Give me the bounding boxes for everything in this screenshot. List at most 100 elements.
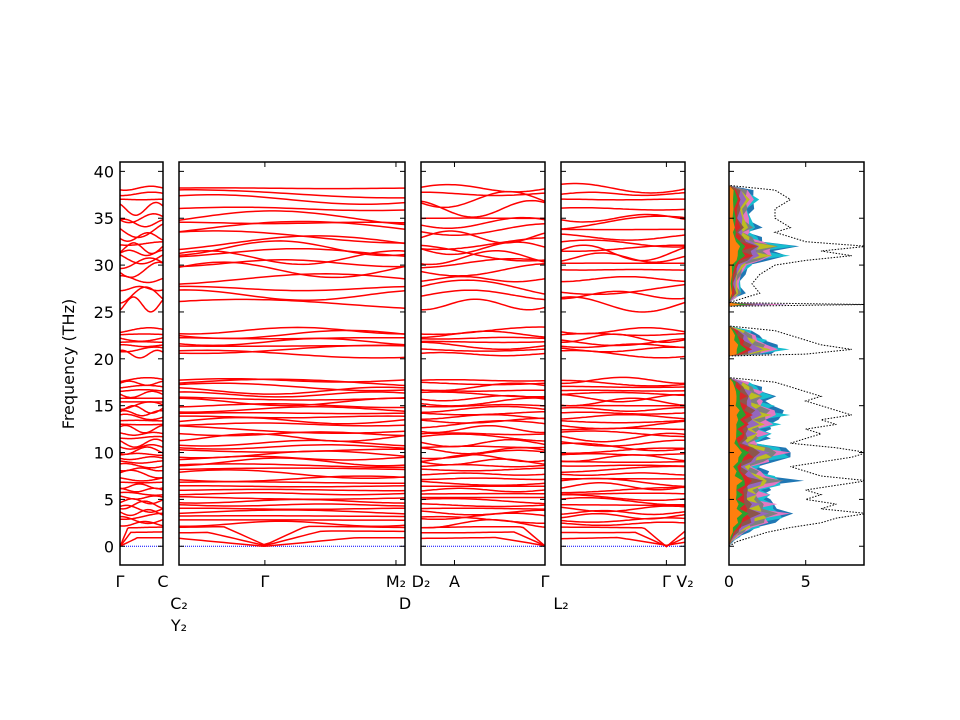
band-line	[421, 381, 545, 386]
band-line	[421, 183, 545, 193]
band-panel-2: D₂ A Γ	[412, 161, 550, 591]
band-line	[179, 326, 405, 335]
band-line	[561, 326, 685, 335]
band-line	[179, 469, 405, 480]
band-line	[120, 404, 163, 414]
band-line	[561, 419, 685, 424]
band-line	[561, 505, 685, 513]
x-tick-label-A: A	[449, 572, 460, 591]
band-line	[421, 509, 545, 516]
band-line	[179, 210, 405, 226]
band-line	[179, 536, 405, 547]
dos-curves	[729, 184, 864, 547]
band-line	[421, 438, 545, 448]
band-line	[120, 460, 163, 464]
band-line	[561, 283, 685, 296]
band-line	[120, 498, 163, 505]
y-tick-label: 20	[94, 350, 114, 369]
band-line	[179, 416, 405, 425]
band-line	[561, 389, 685, 392]
band-line	[561, 512, 685, 520]
band-line	[561, 442, 685, 452]
band-line	[421, 244, 545, 262]
band-line	[179, 439, 405, 447]
band-line	[179, 422, 405, 427]
y-tick-label: 35	[94, 209, 114, 228]
band-line	[179, 509, 405, 515]
band-line	[561, 493, 685, 502]
band-line	[561, 454, 685, 463]
band-line	[179, 221, 405, 225]
band-line	[179, 448, 405, 453]
band-line	[421, 199, 545, 218]
band-line	[561, 460, 685, 464]
band-line	[120, 241, 163, 246]
band-line	[561, 439, 685, 447]
band-line	[561, 346, 685, 353]
band-line	[179, 467, 405, 471]
x-tick-label-Γ: Γ	[541, 572, 550, 591]
band-line	[421, 467, 545, 472]
x-tick-label-Γ: Γ	[116, 572, 125, 591]
band-line	[120, 531, 163, 547]
band-lines	[120, 185, 163, 547]
band-line	[561, 472, 685, 477]
band-line	[179, 498, 405, 504]
band-line	[120, 254, 163, 265]
band-line	[421, 397, 545, 407]
band-line	[120, 526, 163, 547]
band-line	[421, 241, 545, 256]
band-line	[561, 482, 685, 491]
band-line	[120, 337, 163, 342]
band-line	[120, 346, 163, 353]
band-line	[179, 396, 405, 401]
band-line	[561, 465, 685, 474]
x-tick-label-Γ: Γ	[260, 572, 269, 591]
band-line	[421, 191, 545, 197]
band-line	[179, 444, 405, 450]
band-line	[561, 391, 685, 397]
band-line	[120, 218, 163, 228]
band-line	[179, 492, 405, 496]
band-line	[179, 289, 405, 301]
band-line	[120, 296, 163, 313]
band-line	[120, 431, 163, 436]
band-line	[561, 432, 685, 443]
band-line	[120, 456, 163, 461]
band-line	[421, 223, 545, 236]
band-line	[421, 424, 545, 434]
band-line	[179, 377, 405, 383]
band-line	[179, 425, 405, 434]
band-line	[179, 230, 405, 244]
band-line	[421, 472, 545, 476]
band-line	[179, 259, 405, 268]
band-line	[561, 411, 685, 415]
band-line	[421, 341, 545, 350]
band-line	[421, 420, 545, 429]
band-line	[421, 340, 545, 344]
band-line	[120, 191, 163, 197]
band-line	[561, 206, 685, 211]
band-line	[421, 503, 545, 508]
band-line	[120, 481, 163, 484]
band-line	[561, 430, 685, 438]
band-lines	[561, 182, 685, 548]
band-line	[120, 285, 163, 292]
band-line	[179, 337, 405, 347]
band-line	[561, 296, 685, 313]
band-line	[179, 240, 405, 257]
band-line	[421, 433, 545, 442]
x-tick-label-D: D	[399, 594, 411, 613]
band-line	[561, 191, 685, 197]
band-line	[561, 447, 685, 455]
band-line	[179, 187, 405, 190]
band-line	[179, 344, 405, 347]
x-tick-label-Γ: Γ	[662, 572, 671, 591]
band-line	[120, 537, 163, 547]
band-line	[421, 497, 545, 505]
band-line	[179, 298, 405, 309]
band-lines	[421, 183, 545, 547]
band-line	[179, 349, 405, 359]
band-line	[561, 406, 685, 413]
